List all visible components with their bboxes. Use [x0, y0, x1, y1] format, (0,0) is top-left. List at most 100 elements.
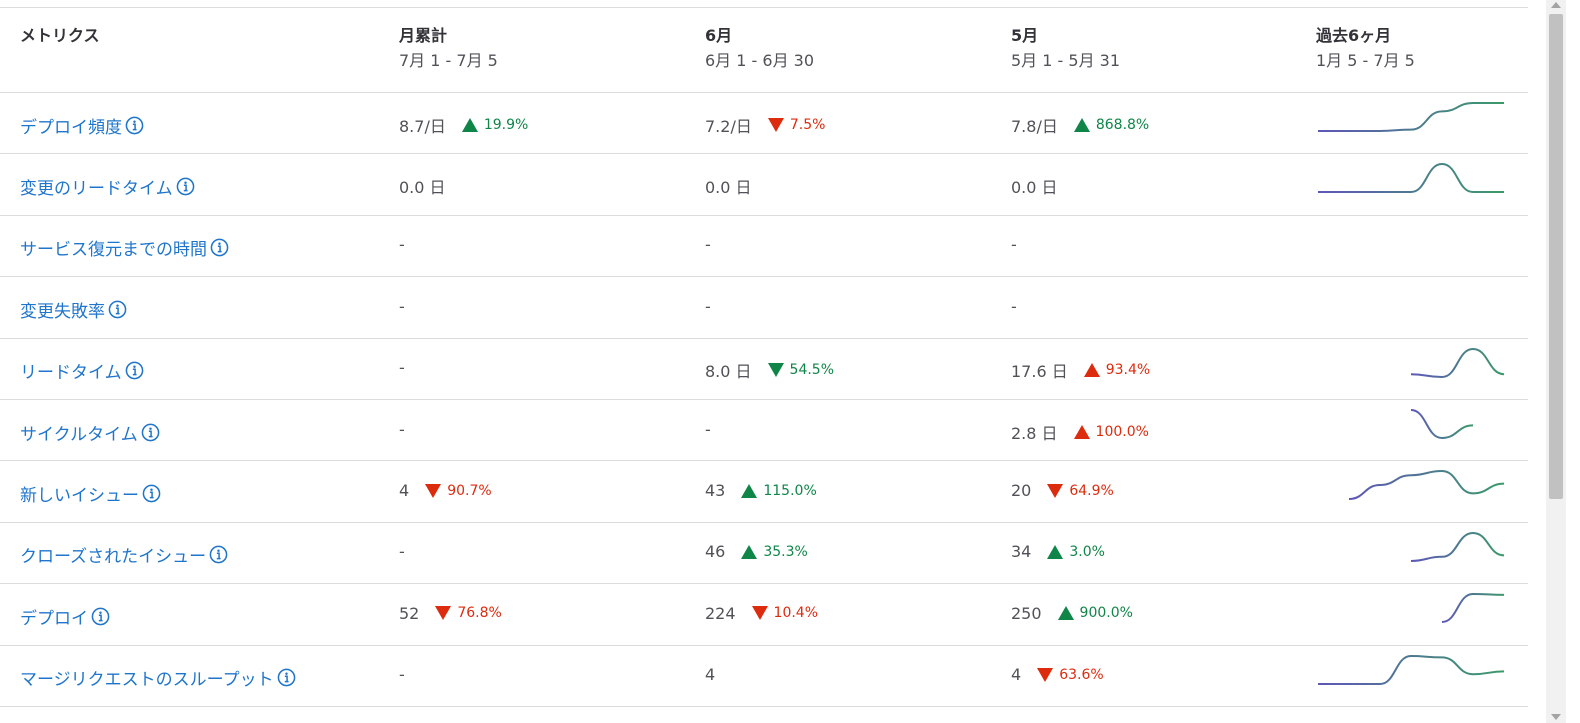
- metric-value-cell: -: [399, 358, 405, 377]
- metric-value-cell: 8.0 日 54.5%: [705, 358, 834, 382]
- triangle-down-icon: [435, 606, 452, 621]
- table-row: 新しいイシュー 4 90.7% 43 115.0% 20 64.9%: [0, 461, 1528, 523]
- sparkline-series: [1410, 347, 1505, 378]
- trend-percentage: 35.3%: [763, 543, 808, 560]
- trend-indicator: 900.0%: [1057, 605, 1133, 621]
- trend-percentage: 7.5%: [789, 116, 826, 133]
- trend-percentage: 100.0%: [1095, 423, 1149, 440]
- metric-link[interactable]: デプロイ頻度: [20, 113, 144, 138]
- metric-value: 4: [705, 665, 716, 685]
- info-circle-icon[interactable]: [277, 668, 296, 687]
- trend-indicator: 63.6%: [1037, 667, 1104, 683]
- table-row: サービス復元までの時間 - - -: [0, 216, 1528, 278]
- sparkline-chart: [1410, 531, 1505, 562]
- sparkline-chart: [1317, 102, 1504, 132]
- metric-value: 7.8/日: [1011, 116, 1058, 136]
- metric-link[interactable]: マージリクエストのスループット: [20, 665, 296, 690]
- metric-link[interactable]: 新しいイシュー: [20, 481, 161, 506]
- dora-metrics-table: メトリクス 月累計 7月 1 - 7月 5 6月 6月 1 - 6月 30 5月…: [0, 7, 1528, 707]
- metric-link[interactable]: リードタイム: [20, 358, 144, 383]
- trend-indicator: 3.0%: [1047, 544, 1105, 560]
- triangle-down-icon: [1037, 667, 1054, 682]
- metric-link[interactable]: デプロイ: [20, 604, 110, 629]
- info-circle-icon[interactable]: [91, 607, 110, 626]
- column-date-range: 7月 1 - 7月 5: [399, 51, 498, 70]
- metric-value-cell: 8.7/日 19.9%: [399, 113, 528, 137]
- metric-value: 34: [1011, 542, 1032, 562]
- triangle-down-icon: [767, 117, 784, 132]
- metric-value-cell: 46 35.3%: [705, 542, 808, 561]
- info-circle-icon[interactable]: [209, 545, 228, 564]
- table-row: サイクルタイム - - 2.8 日 100.0%: [0, 400, 1528, 462]
- trend-percentage: 54.5%: [789, 362, 835, 379]
- metric-link[interactable]: サイクルタイム: [20, 420, 160, 445]
- metric-value: 224: [705, 603, 736, 623]
- metric-value: 0.0 日: [399, 178, 446, 198]
- table-header: メトリクス 月累計 7月 1 - 7月 5 6月 6月 1 - 6月 30 5月…: [0, 8, 1528, 93]
- metric-label: クローズされたイシュー: [20, 547, 207, 568]
- table-row: クローズされたイシュー - 46 35.3% 34 3.0%: [0, 523, 1528, 585]
- trend-percentage: 3.0%: [1069, 543, 1105, 560]
- scroll-up-arrow-icon[interactable]: [1551, 2, 1561, 8]
- trend-percentage: 64.9%: [1069, 482, 1114, 499]
- metric-header-title: メトリクス: [20, 26, 100, 45]
- metric-value-cell: 250 900.0%: [1011, 604, 1133, 623]
- info-circle-icon[interactable]: [125, 116, 144, 135]
- metric-value-cell: 52 76.8%: [399, 604, 502, 623]
- trend-indicator: 76.8%: [435, 605, 502, 621]
- june-column-header: 6月 6月 1 - 6月 30: [705, 26, 814, 71]
- metric-value-cell: 2.8 日 100.0%: [1011, 420, 1149, 444]
- metric-link[interactable]: 変更失敗率: [20, 297, 127, 322]
- trend-percentage: 90.7%: [447, 482, 492, 499]
- metric-value: 7.2/日: [705, 116, 752, 136]
- info-circle-icon[interactable]: [142, 484, 161, 503]
- metric-value-cell: -: [399, 542, 405, 561]
- sparkline-chart: [1317, 654, 1505, 685]
- metric-link[interactable]: 変更のリードタイム: [20, 174, 195, 199]
- metric-link[interactable]: クローズされたイシュー: [20, 542, 228, 567]
- sparkline-series: [1348, 470, 1505, 501]
- trend-percentage: 868.8%: [1095, 116, 1150, 133]
- trend-indicator: 35.3%: [741, 543, 808, 560]
- triangle-down-icon: [767, 363, 784, 378]
- sparkline-chart: [1410, 347, 1505, 378]
- info-circle-icon[interactable]: [108, 300, 127, 319]
- metric-value-cell: 0.0 日: [1011, 174, 1058, 198]
- metric-value-cell: 7.8/日 868.8%: [1011, 113, 1149, 137]
- sparkline-chart: [1410, 409, 1474, 440]
- sparkline-series: [1410, 409, 1474, 440]
- sparkline-series: [1317, 654, 1505, 685]
- may-column-header: 5月 5月 1 - 5月 31: [1011, 26, 1120, 71]
- metric-value: -: [705, 419, 711, 439]
- metric-link[interactable]: サービス復元までの時間: [20, 235, 229, 260]
- metric-label: 変更のリードタイム: [20, 179, 173, 200]
- metric-value-cell: 43 115.0%: [705, 481, 817, 500]
- metric-value: 4: [1011, 665, 1022, 685]
- scroll-down-arrow-icon[interactable]: [1551, 714, 1561, 720]
- trend-indicator: 93.4%: [1083, 362, 1150, 378]
- vertical-scrollbar[interactable]: [1546, 0, 1566, 723]
- info-circle-icon[interactable]: [176, 177, 195, 196]
- trend-indicator: 100.0%: [1073, 423, 1149, 440]
- metric-value-cell: -: [399, 235, 405, 254]
- triangle-up-icon: [1047, 544, 1064, 559]
- metric-value: -: [399, 665, 405, 685]
- table-row: デプロイ 52 76.8% 224 10.4% 250 900.0%: [0, 584, 1528, 646]
- metric-value: -: [399, 296, 405, 316]
- info-circle-icon[interactable]: [141, 423, 160, 442]
- triangle-down-icon: [1047, 483, 1064, 498]
- month-to-date-column-header: 月累計 7月 1 - 7月 5: [399, 26, 498, 71]
- info-circle-icon[interactable]: [210, 238, 229, 257]
- table-row: 変更のリードタイム 0.0 日 0.0 日 0.0 日: [0, 154, 1528, 216]
- table-row: マージリクエストのスループット - 4 4 63.6%: [0, 646, 1528, 707]
- scrollbar-thumb[interactable]: [1549, 14, 1563, 499]
- metric-label: リードタイム: [20, 363, 122, 384]
- info-circle-icon[interactable]: [125, 361, 144, 380]
- trend-indicator: 64.9%: [1047, 482, 1114, 499]
- metric-value-cell: 0.0 日: [399, 174, 446, 198]
- metric-value: -: [399, 542, 405, 562]
- column-date-range: 6月 1 - 6月 30: [705, 51, 815, 70]
- top-divider: [0, 7, 1528, 8]
- metric-label: 新しいイシュー: [20, 486, 139, 507]
- metric-value: 0.0 日: [705, 178, 752, 198]
